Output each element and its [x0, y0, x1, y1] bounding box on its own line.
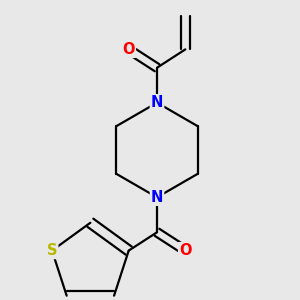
Text: O: O [122, 42, 135, 57]
Text: O: O [179, 243, 192, 258]
Text: S: S [47, 243, 57, 258]
Text: N: N [151, 190, 163, 205]
Text: N: N [151, 95, 163, 110]
